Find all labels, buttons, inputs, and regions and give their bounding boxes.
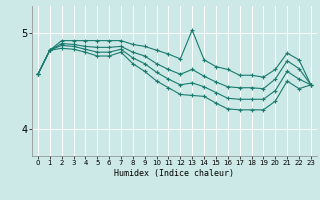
X-axis label: Humidex (Indice chaleur): Humidex (Indice chaleur)	[115, 169, 234, 178]
